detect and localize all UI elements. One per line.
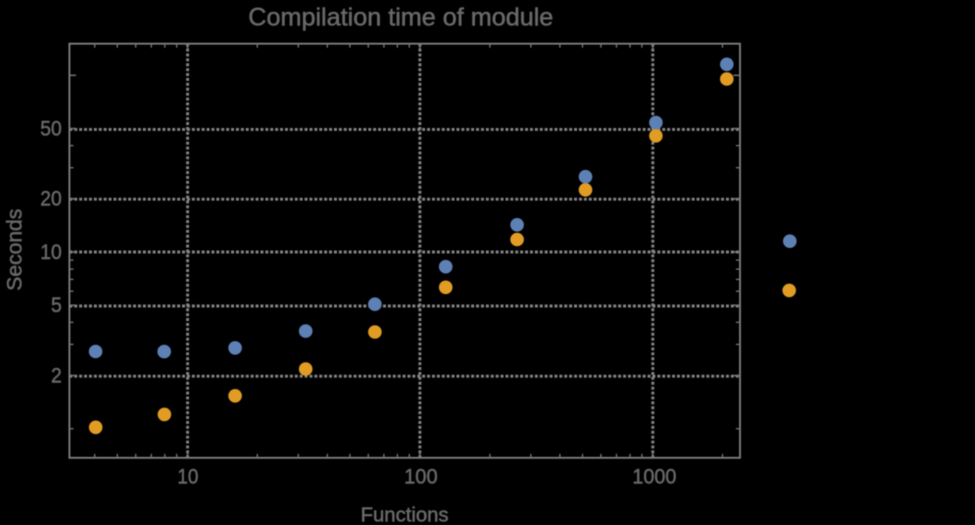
svg-text:20: 20	[40, 187, 62, 211]
svg-text:5: 5	[51, 293, 62, 317]
svg-text:Compilation time of module: Compilation time of module	[248, 3, 553, 31]
svg-text:2: 2	[51, 363, 62, 387]
svg-text:Seconds: Seconds	[4, 209, 27, 291]
svg-text:Functions: Functions	[361, 505, 449, 525]
svg-text:10: 10	[40, 240, 62, 264]
svg-text:10: 10	[177, 465, 198, 489]
svg-text:100: 100	[404, 465, 438, 489]
svg-text:50: 50	[40, 116, 62, 140]
svg-text:1000: 1000	[632, 465, 676, 489]
